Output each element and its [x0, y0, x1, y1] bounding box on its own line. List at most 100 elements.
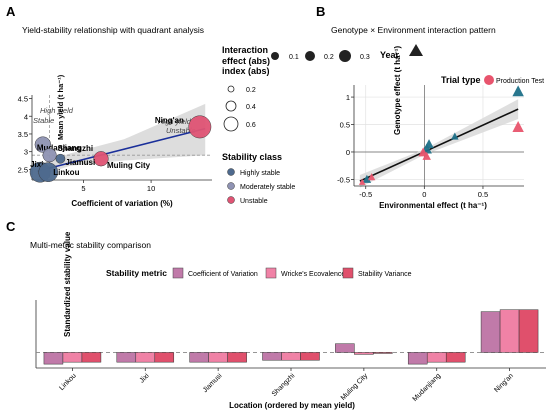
c-x-tick-label: Jiamusi [202, 372, 224, 394]
b-x-axis-label: Environmental effect (t ha⁻¹) [379, 201, 487, 210]
interaction-legend-value-3: 0.3 [360, 54, 370, 61]
index-legend-circle-medium [225, 100, 237, 112]
panel-a: A Yield-stability relationship with quad… [6, 4, 212, 208]
b-y-tick-label: 0 [346, 148, 350, 157]
stability-class-swatch-unstable [227, 196, 235, 204]
c-bar [335, 343, 355, 353]
b-regression-line [359, 108, 519, 182]
c-x-tick-label: Mudanjiang [412, 372, 443, 403]
a-y-tick-label: 3 [24, 148, 28, 157]
b-point-triangle [451, 132, 459, 140]
legend-trial-type: Trial type Production Test [441, 75, 544, 85]
c-bar [262, 352, 282, 361]
b-y-tick-label: 0.5 [340, 121, 350, 130]
c-x-tick-label: Jixi [139, 372, 151, 384]
interaction-legend-dot-large [339, 50, 351, 62]
c-bar [116, 352, 137, 363]
b-confidence-ribbon [359, 99, 519, 188]
a-point [93, 151, 109, 167]
interaction-legend-title-line1: Interaction [222, 45, 268, 55]
b-y-tick-label: 1 [346, 93, 350, 102]
c-legend-swatch [265, 267, 277, 279]
a-x-axis-label: Coefficient of variation (%) [71, 199, 173, 208]
a-point [34, 136, 51, 153]
c-bar [208, 352, 228, 363]
a-y-axis-label: Mean yield (t ha⁻¹) [56, 74, 65, 140]
trial-type-legend-item: Production Test [496, 78, 544, 85]
b-ribbon-band [359, 99, 519, 188]
a-ribbon-band [37, 103, 206, 177]
c-bar [135, 352, 156, 363]
c-bar [426, 352, 447, 363]
c-bar [373, 352, 393, 354]
c-x-axis-label: Location (ordered by mean yield) [229, 401, 355, 410]
year-legend-title: Year [380, 50, 400, 60]
panel-c: C Multi-metric stability comparison Stab… [6, 219, 546, 410]
stability-class-item-moderately: Moderately stable [240, 184, 295, 191]
interaction-legend-dot-small [271, 52, 279, 60]
legend-year: Year [380, 44, 423, 60]
b-point-triangle [512, 85, 524, 97]
c-legend: Coefficient of Variation Wricke's Ecovale… [172, 267, 412, 279]
b-x-tick-label: 0.5 [478, 190, 488, 199]
index-legend-circle-large [223, 116, 239, 132]
index-legend-value-2: 0.4 [246, 104, 256, 111]
b-gridlines [354, 85, 524, 186]
panel-a-title: Yield-stability relationship with quadra… [22, 25, 204, 35]
a-point [188, 115, 212, 139]
c-legend-swatch [172, 267, 184, 279]
trial-type-legend-dot [484, 75, 494, 85]
b-x-tick-label: -0.5 [359, 190, 372, 199]
c-bar [480, 311, 501, 353]
interaction-legend-dot-medium [305, 51, 315, 61]
c-legend-label: Stability Variance [358, 271, 412, 278]
a-x-tick-label: 5 [81, 184, 85, 193]
quadrant-label-high-yield-stable-1: High yield [40, 106, 74, 115]
interaction-legend-title-line2: effect (abs) [222, 56, 270, 66]
c-bar [281, 352, 301, 361]
c-legend-label: Wricke's Ecovalence [281, 271, 345, 278]
b-point-triangle [367, 173, 376, 181]
c-axes: Linkou Jixi Jiamusi Shangzhi Muling City Muda… [35, 300, 546, 403]
a-x-tick-label: 10 [147, 184, 155, 193]
b-point-triangle [362, 174, 372, 183]
stability-class-item-unstable: Unstable [240, 198, 268, 205]
b-y-axis-label: Genotype effect (t ha⁻¹) [393, 46, 402, 135]
b-point-triangle [422, 151, 431, 160]
a-y-tick-label: 3.5 [18, 130, 28, 139]
c-bar [62, 352, 83, 363]
index-legend-title: index (abs) [222, 66, 270, 76]
index-legend-circle-small [227, 85, 235, 93]
c-legend-title: Stability metric [106, 268, 167, 278]
a-point-label: Jixi [30, 160, 43, 169]
c-legend-label: Coefficient of Variation [188, 271, 258, 278]
a-point [55, 153, 66, 164]
c-bar [445, 352, 466, 363]
index-legend-value-1: 0.2 [246, 87, 256, 94]
c-bar [227, 352, 247, 363]
a-point-label: Shangzhi [58, 144, 94, 153]
interaction-legend-value-2: 0.2 [324, 54, 334, 61]
c-bar [189, 352, 209, 363]
stability-class-swatch-moderately [227, 182, 235, 190]
panel-c-letter: C [6, 219, 16, 234]
a-confidence-ribbon [37, 103, 206, 177]
c-x-tick-label: Shangzhi [271, 372, 297, 398]
c-x-tick-label: Muling City [340, 372, 370, 402]
a-point-label: Jiamusi [65, 158, 95, 167]
panel-b-title: Genotype × Environment interaction patte… [331, 25, 496, 35]
c-y-axis-label: Standardized stability value [63, 231, 72, 337]
a-point [42, 148, 57, 163]
stability-class-legend-title: Stability class [222, 152, 282, 162]
legend-index: index (abs) 0.2 0.4 0.6 [222, 66, 270, 132]
c-x-tick-label: Ning'an [493, 372, 515, 394]
a-regression [37, 127, 206, 172]
quadrant-label-high-yield-unstable-1: High yield [158, 117, 192, 126]
panel-b-letter: B [316, 4, 325, 19]
panel-b: B Genotype × Environment interaction pat… [316, 4, 524, 210]
c-bars [43, 309, 539, 365]
a-regression-line [37, 127, 206, 172]
a-y-tick-label: 2.5 [18, 165, 28, 174]
c-bar [43, 352, 64, 365]
